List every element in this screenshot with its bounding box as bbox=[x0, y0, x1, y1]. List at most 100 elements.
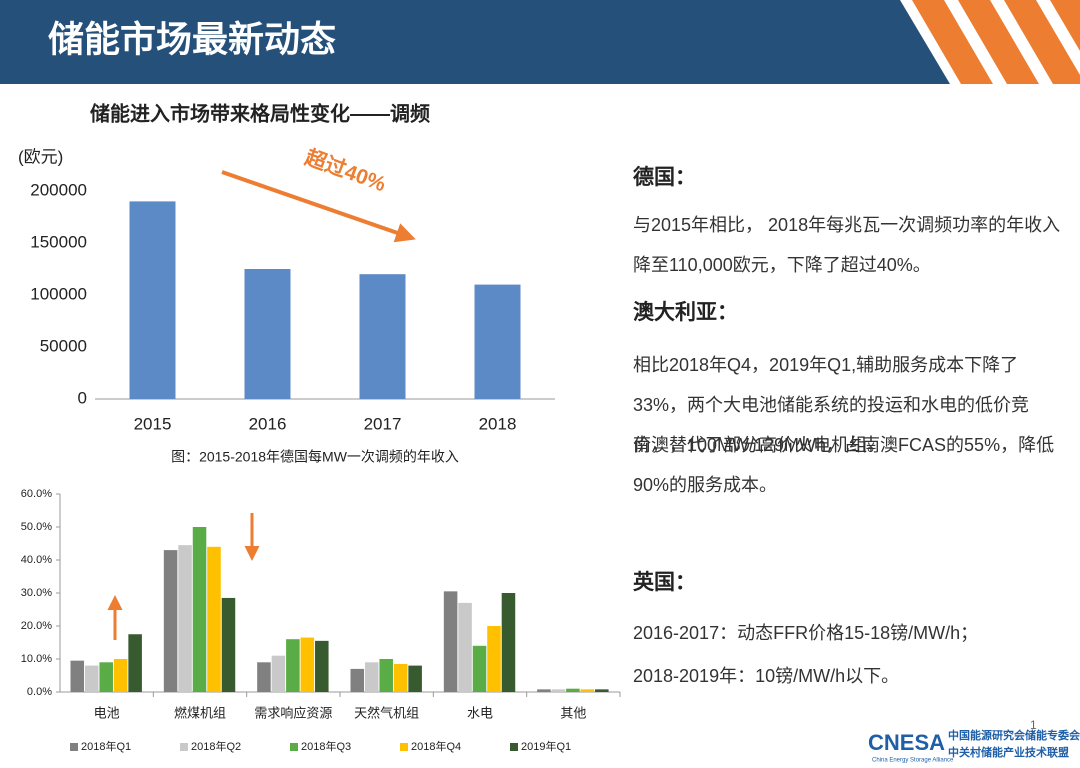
header-stripe bbox=[912, 0, 993, 84]
x-tick-label: 2018 bbox=[479, 414, 517, 433]
bar bbox=[472, 645, 487, 692]
chart-title: 储能进入市场带来格局性变化——调频 bbox=[90, 101, 430, 125]
legend-label: 2018年Q2 bbox=[191, 739, 241, 753]
section-heading: 德国： bbox=[633, 163, 1063, 193]
y-tick-label: 20.0% bbox=[21, 620, 52, 632]
y-tick-label: 150000 bbox=[30, 232, 87, 251]
x-tick-label: 2015 bbox=[134, 414, 172, 433]
x-tick-label: 水电 bbox=[467, 705, 493, 720]
bar bbox=[244, 269, 291, 399]
bar bbox=[537, 689, 551, 692]
heading-text: 德国： bbox=[633, 166, 696, 189]
bar bbox=[84, 665, 99, 692]
bar bbox=[408, 665, 422, 692]
bar bbox=[359, 274, 406, 399]
bar bbox=[458, 602, 472, 692]
chart-caption: 图：2015-2018年德国每MW一次调频的年收入 bbox=[171, 449, 459, 465]
bar bbox=[566, 688, 580, 692]
y-tick-label: 100000 bbox=[30, 284, 87, 303]
legend-swatch bbox=[290, 743, 298, 751]
header-stripe bbox=[1004, 0, 1080, 84]
paragraph: 2018-2019年：10镑/MW/h以下。 bbox=[633, 666, 900, 686]
legend-swatch bbox=[510, 743, 518, 751]
header-stripe bbox=[958, 0, 1039, 84]
page-number: 1 bbox=[1030, 718, 1037, 732]
section-heading: 英国： bbox=[633, 568, 1063, 598]
heading-text: 澳大利亚： bbox=[633, 301, 738, 324]
paragraph: 与2015年相比， 2018年每兆瓦一次调频功率的年收入降至110,000欧元，… bbox=[633, 215, 1061, 275]
bar bbox=[379, 659, 393, 692]
bar bbox=[551, 689, 566, 692]
y-unit-label: (欧元) bbox=[18, 147, 63, 166]
x-tick-label: 2017 bbox=[364, 414, 402, 433]
paragraph-box: 南澳，100MW/129MWh，占南澳FCAS的55%，降低90%的服务成本。 bbox=[633, 425, 1063, 505]
bar bbox=[300, 637, 315, 692]
y-tick-label: 30.0% bbox=[21, 587, 52, 599]
y-tick-label: 0.0% bbox=[27, 686, 52, 698]
header-bar bbox=[0, 0, 1080, 84]
y-tick-label: 10.0% bbox=[21, 653, 52, 665]
legend-swatch bbox=[70, 743, 78, 751]
bar bbox=[163, 550, 178, 692]
bar bbox=[207, 546, 221, 692]
y-tick-label: 50000 bbox=[40, 336, 87, 355]
annotation: 超过40% bbox=[302, 145, 389, 196]
heading-text: 英国： bbox=[633, 571, 696, 594]
bar bbox=[364, 662, 379, 692]
legend-label: 2018年Q1 bbox=[81, 739, 131, 753]
paragraph: 相比2018年Q4，2019年Q1,辅助服务成本下降了33%，两个大电池储能系统… bbox=[633, 355, 1030, 455]
logo-en: China Energy Storage Alliance bbox=[872, 758, 954, 764]
x-tick-label: 2016 bbox=[249, 414, 287, 433]
bar bbox=[70, 660, 85, 692]
legend-swatch bbox=[180, 743, 188, 751]
bar bbox=[271, 655, 286, 692]
x-tick-label: 燃煤机组 bbox=[174, 705, 226, 720]
y-tick-label: 50.0% bbox=[21, 521, 52, 533]
org-name: 中关村储能产业技术联盟 bbox=[948, 745, 1069, 759]
logo: CNESA bbox=[868, 730, 945, 755]
paragraph: 2016-2017：动态FFR价格15-18镑/MW/h； bbox=[633, 623, 979, 643]
bar bbox=[474, 284, 521, 399]
legend-label: 2019年Q1 bbox=[521, 739, 571, 753]
x-tick-label: 天然气机组 bbox=[354, 705, 419, 720]
y-tick-label: 60.0% bbox=[21, 488, 52, 500]
legend-label: 2018年Q3 bbox=[301, 739, 351, 753]
paragraph-box: 2016-2017：动态FFR价格15-18镑/MW/h； bbox=[633, 613, 1063, 653]
paragraph: 南澳，100MW/129MWh，占南澳FCAS的55%，降低90%的服务成本。 bbox=[633, 435, 1055, 495]
paragraph-box: 相比2018年Q4，2019年Q1,辅助服务成本下降了33%，两个大电池储能系统… bbox=[633, 345, 1063, 465]
x-tick-label: 电池 bbox=[94, 705, 120, 720]
bar bbox=[595, 689, 609, 692]
header-title: 储能市场最新动态 bbox=[48, 19, 336, 60]
y-tick-label: 40.0% bbox=[21, 554, 52, 566]
y-tick-label: 0 bbox=[78, 388, 87, 407]
bar bbox=[580, 689, 595, 692]
legend-swatch bbox=[400, 743, 408, 751]
bar bbox=[178, 545, 192, 692]
bar bbox=[315, 640, 329, 692]
bar bbox=[99, 662, 113, 692]
bar bbox=[487, 626, 501, 692]
bar bbox=[113, 659, 128, 692]
trend-arrow bbox=[221, 170, 416, 243]
bar bbox=[350, 668, 365, 692]
y-tick-label: 200000 bbox=[30, 180, 87, 199]
x-tick-label: 其他 bbox=[560, 705, 586, 720]
bar bbox=[286, 639, 300, 692]
bar bbox=[128, 634, 142, 692]
section-heading: 澳大利亚： bbox=[633, 298, 1063, 328]
paragraph-box: 2018-2019年：10镑/MW/h以下。 bbox=[633, 656, 1063, 696]
x-tick-label: 需求响应资源 bbox=[254, 705, 332, 720]
org-name: 中国能源研究会储能专委会 bbox=[948, 728, 1080, 742]
bar bbox=[501, 593, 516, 692]
bar bbox=[221, 597, 236, 692]
bar bbox=[129, 201, 176, 399]
paragraph-box: 与2015年相比， 2018年每兆瓦一次调频功率的年收入降至110,000欧元，… bbox=[633, 205, 1063, 285]
bar bbox=[393, 663, 408, 692]
bar bbox=[257, 662, 271, 692]
bar bbox=[443, 591, 458, 692]
header-stripe bbox=[1050, 0, 1080, 51]
legend-label: 2018年Q4 bbox=[411, 739, 461, 753]
bar bbox=[192, 527, 207, 692]
